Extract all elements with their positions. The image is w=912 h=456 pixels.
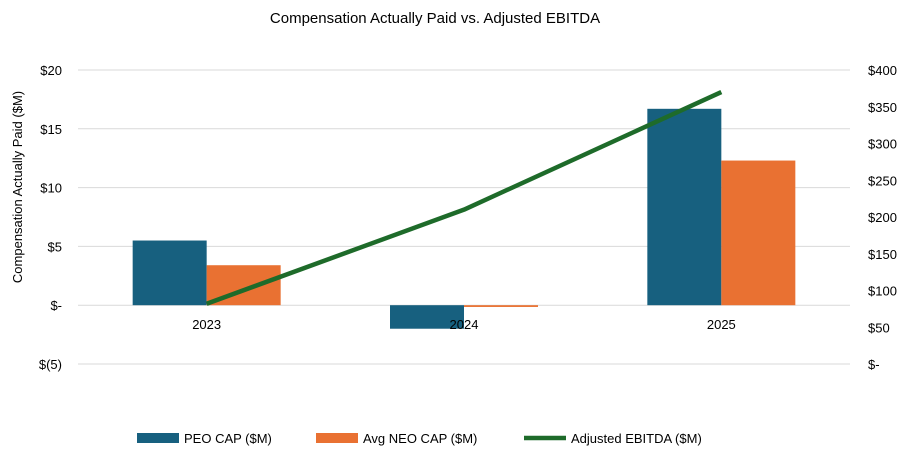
- y2-tick-label: $350: [868, 100, 897, 115]
- y-tick-label: $10: [40, 181, 62, 196]
- y-axis-label: Compensation Actually Paid ($M): [10, 91, 25, 283]
- legend: PEO CAP ($M) Avg NEO CAP ($M) Adjusted EBI…: [137, 431, 702, 446]
- legend-label-0: PEO CAP ($M): [184, 431, 272, 446]
- line-series: [205, 90, 723, 306]
- line-adjusted-ebitda: [205, 90, 723, 306]
- bar-peo-2023: [132, 240, 207, 306]
- y2-axis-ticks: $400 $350 $300 $250 $200 $150 $100 $50 $-: [868, 63, 897, 372]
- legend-label-1: Avg NEO CAP ($M): [363, 431, 477, 446]
- y2-tick-label: $100: [868, 284, 897, 299]
- bar-neo-2025: [721, 160, 796, 306]
- y2-tick-label: $-: [868, 357, 880, 372]
- y2-tick-label: $200: [868, 210, 897, 225]
- y2-tick-label: $150: [868, 247, 897, 262]
- y2-tick-label: $50: [868, 320, 890, 335]
- y-tick-label: $5: [48, 239, 62, 254]
- y2-tick-label: $250: [868, 173, 897, 188]
- legend-label-2: Adjusted EBITDA ($M): [571, 431, 702, 446]
- y-axis-ticks: $20 $15 $10 $5 $- $(5): [39, 63, 62, 372]
- legend-swatch-0: [137, 433, 179, 443]
- x-tick-label-2025: 2025: [707, 317, 736, 332]
- chart-title: Compensation Actually Paid vs. Adjusted …: [270, 10, 600, 27]
- bar-peo-2025: [647, 108, 722, 306]
- bars: [132, 108, 796, 329]
- y-tick-label: $-: [50, 298, 62, 313]
- legend-swatch-1: [316, 433, 358, 443]
- y2-tick-label: $300: [868, 137, 897, 152]
- y-tick-label: $20: [40, 63, 62, 78]
- bar-neo-2024: [464, 305, 538, 307]
- x-tick-label-2024: 2024: [450, 317, 479, 332]
- y-tick-label: $(5): [39, 357, 62, 372]
- y2-tick-label: $400: [868, 63, 897, 78]
- bar-peo-2024: [390, 305, 464, 329]
- x-axis-ticks: 2023 2024 2025: [192, 317, 736, 332]
- x-tick-label-2023: 2023: [192, 317, 221, 332]
- y-tick-label: $15: [40, 122, 62, 137]
